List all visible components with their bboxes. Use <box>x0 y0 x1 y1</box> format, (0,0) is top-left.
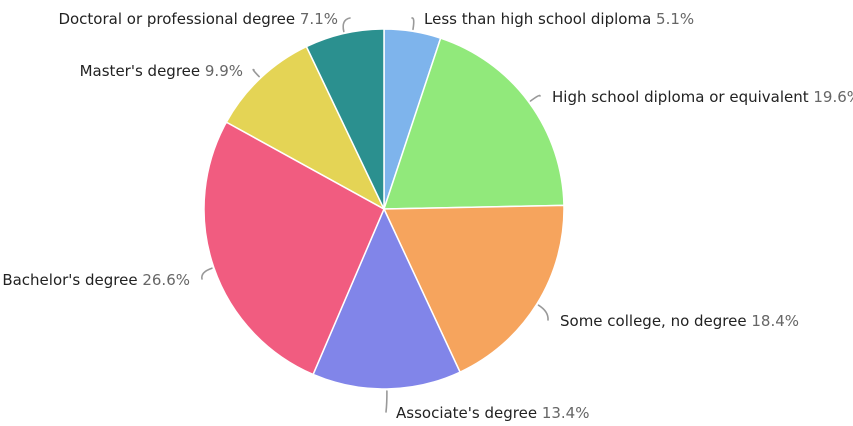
pie-slice-high-school-diploma-or-equivalent[interactable] <box>382 37 565 210</box>
leader-line-high-school-diploma-or-equivalent <box>529 94 541 102</box>
labels-layer: Less than high school diploma 5.1% High s… <box>2 10 853 422</box>
slice-label-percent: 18.4% <box>751 312 799 330</box>
leader-line-bachelor-s-degree <box>201 267 213 280</box>
slice-label-name: Bachelor's degree <box>2 271 142 289</box>
pie-slice-bachelor-s-degree[interactable] <box>203 121 385 376</box>
slice-label-less-than-high-school-diploma: Less than high school diploma 5.1% <box>424 10 694 28</box>
slice-label-percent: 7.1% <box>300 10 338 28</box>
slices-layer <box>203 28 565 390</box>
slice-label-some-college-no-degree: Some college, no degree 18.4% <box>560 312 799 330</box>
leader-line-master-s-degree <box>252 68 260 78</box>
slice-label-name: Associate's degree <box>396 404 542 422</box>
slice-label-master-s-degree: Master's degree 9.9% <box>80 62 243 80</box>
pie-slice-associate-s-degree[interactable] <box>312 207 462 390</box>
pie-slice-master-s-degree[interactable] <box>225 45 386 211</box>
leader-line-less-than-high-school-diploma <box>411 17 415 31</box>
slice-label-associate-s-degree: Associate's degree 13.4% <box>396 404 589 422</box>
leader-line-some-college-no-degree <box>537 304 549 321</box>
leader-line-associate-s-degree <box>385 390 388 413</box>
slice-label-percent: 9.9% <box>205 62 243 80</box>
slice-label-percent: 13.4% <box>542 404 590 422</box>
slice-label-doctoral-or-professional-degree: Doctoral or professional degree 7.1% <box>58 10 338 28</box>
slice-label-percent: 5.1% <box>656 10 694 28</box>
slice-label-name: Doctoral or professional degree <box>58 10 299 28</box>
pie-slice-some-college-no-degree[interactable] <box>382 204 565 374</box>
slice-label-name: Master's degree <box>80 62 205 80</box>
slice-label-name: High school diploma or equivalent <box>552 88 813 106</box>
leader-line-doctoral-or-professional-degree <box>342 17 351 33</box>
slice-label-name: Less than high school diploma <box>424 10 656 28</box>
slice-label-high-school-diploma-or-equivalent: High school diploma or equivalent 19.6% <box>552 88 853 106</box>
slice-label-bachelor-s-degree: Bachelor's degree 26.6% <box>2 271 190 289</box>
slice-label-percent: 26.6% <box>142 271 190 289</box>
slice-label-name: Some college, no degree <box>560 312 751 330</box>
slice-label-percent: 19.6% <box>813 88 853 106</box>
leader-lines-layer <box>201 17 549 413</box>
pie-slice-doctoral-or-professional-degree[interactable] <box>305 28 385 210</box>
